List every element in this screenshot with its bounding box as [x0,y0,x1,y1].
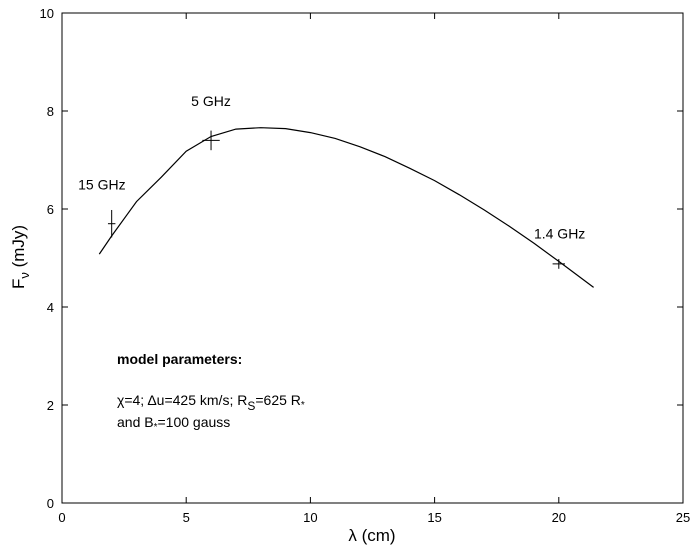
model-parameters-line2: and B*=100 gauss [117,414,230,433]
model-parameters-heading: model parameters: [117,351,242,367]
y-axis-title-unit: (mJy) [9,225,28,272]
x-tick-label: 10 [303,510,317,525]
param-b-post: =100 gauss [158,414,231,430]
tick-labels: 0 5 10 15 20 25 0 2 4 6 8 10 [40,6,691,525]
x-axis-title: λ (cm) [348,526,395,545]
x-tick-label: 20 [552,510,566,525]
param-rs-val: =625 R [255,392,301,408]
x-tick-label: 15 [427,510,441,525]
y-tick-label: 4 [47,300,54,315]
plot-frame [61,12,684,504]
data-point [202,130,220,151]
y-axis-title-main: F [9,279,28,289]
frequency-labels: 15 GHz 5 GHz 1.4 GHz [78,93,585,241]
observed-points [107,130,566,269]
data-point [552,258,566,269]
y-tick-label: 10 [40,6,54,21]
x-tick-label: 5 [183,510,190,525]
y-axis-title-sub: ν [17,272,32,279]
y-tick-label: 8 [47,104,54,119]
param-du: Δu=425 km/s; R [147,392,247,408]
y-tick-label: 0 [47,496,54,511]
y-tick-label: 2 [47,398,54,413]
y-tick-label: 6 [47,202,54,217]
param-chi: χ=4; [117,392,147,408]
frequency-label: 1.4 GHz [534,225,585,241]
frequency-label: 5 GHz [191,93,231,109]
param-rs-star: * [301,400,305,411]
y-axis-title: Fν (mJy) [9,225,32,289]
param-rs-sub: S [247,399,255,413]
x-tick-label: 0 [58,510,65,525]
param-b-pre: and B [117,414,154,430]
param-b-star: * [154,422,158,433]
model-curve-line [98,127,594,288]
frequency-label: 15 GHz [78,176,125,192]
axis-ticks [61,12,684,504]
data-point [107,209,116,238]
model-parameters-line1: χ=4; Δu=425 km/s; RS=625 R* [117,392,305,413]
x-tick-label: 25 [676,510,690,525]
